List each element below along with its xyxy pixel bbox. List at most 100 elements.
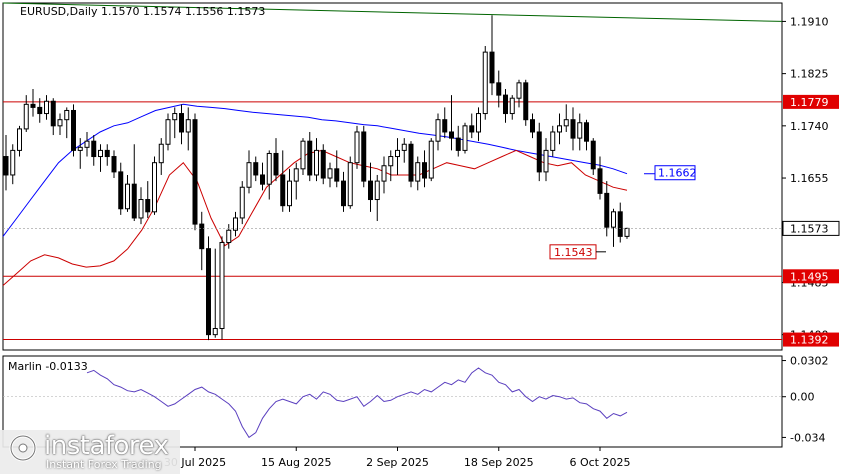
level-label-bg (783, 94, 839, 109)
candle-body (347, 162, 353, 207)
candle-body (462, 125, 468, 151)
candle-body (334, 168, 340, 182)
candle-body (145, 199, 151, 213)
candle-body (226, 229, 232, 244)
candle-body (158, 143, 164, 164)
candle-body (543, 149, 549, 173)
candle-body (611, 211, 616, 228)
candle-body (496, 82, 502, 96)
x-tick-label: 2 Sep 2025 (366, 456, 429, 469)
x-tick-label: 6 Oct 2025 (569, 456, 630, 469)
candle-body (381, 165, 387, 182)
candle-body (327, 168, 333, 179)
low-callout-label: 1.1543 (554, 246, 593, 259)
candle-body (361, 131, 367, 182)
candle-body (165, 119, 171, 145)
main-panel-frame (2, 2, 783, 351)
candle-body (172, 113, 178, 121)
candle-body (91, 140, 97, 158)
candle-body (30, 103, 36, 108)
indicator-y-tick-label: 0.0302 (790, 355, 829, 368)
candle-body (523, 82, 529, 121)
candle-body (233, 217, 238, 231)
ma-callout-box (654, 165, 696, 181)
candle-body (280, 174, 286, 207)
indicator-label: Marlin -0.0133 (8, 360, 88, 373)
level-label: 1.1779 (790, 96, 829, 109)
candle-body (509, 97, 515, 115)
indicator-y-tick-label: 0.00 (790, 391, 815, 404)
candle-body (138, 199, 144, 219)
candle-body (415, 162, 421, 182)
candle-body (624, 227, 630, 237)
ma-slow-line (2, 103, 628, 237)
candle-body (388, 156, 394, 167)
candle-body (550, 131, 556, 151)
indicator-y-tick-label: -0.034 (790, 431, 825, 444)
candle-body (341, 180, 346, 207)
current-price-label-bg (782, 220, 840, 236)
candle-body (617, 211, 623, 237)
candle-body (212, 328, 218, 336)
candle-body (449, 131, 454, 139)
candle-body (71, 109, 76, 151)
candle-body (287, 180, 292, 207)
candle-body (206, 248, 211, 336)
candle-body (3, 156, 9, 176)
candle-body (57, 119, 63, 127)
candle-body (185, 119, 191, 133)
candle-body (536, 131, 542, 173)
candle-body (199, 223, 205, 250)
candle-body (597, 168, 603, 194)
candle-body (300, 140, 306, 170)
candle-body (557, 125, 562, 133)
candle-body (395, 149, 400, 158)
candle-body (266, 152, 272, 185)
marlin-line (86, 367, 628, 439)
candle-body (469, 125, 475, 133)
candle-body (590, 140, 596, 170)
candle-body (563, 119, 569, 127)
candle-body (17, 128, 22, 151)
candle-body (179, 113, 184, 133)
candle-body (131, 183, 137, 219)
ma-callout-label: 1.1662 (658, 167, 697, 180)
ma-long-line (2, 2, 783, 22)
candle-body (260, 174, 265, 185)
candle-body (516, 82, 522, 99)
level-label: 1.1392 (790, 334, 829, 347)
candle-body (476, 113, 481, 133)
candle-body (98, 149, 103, 158)
y-tick-label: 1.1825 (790, 68, 829, 81)
candle-body (368, 180, 373, 201)
level-label-bg (783, 332, 839, 347)
candle-body (37, 106, 43, 115)
watermark-tagline: Instant Forex Trading (46, 458, 162, 471)
candle-body (408, 143, 414, 182)
candle-body (604, 192, 610, 228)
candle-body (570, 119, 576, 139)
candle-body (422, 162, 427, 179)
candle-body (104, 149, 110, 158)
candle-body (577, 122, 583, 139)
candle-body (77, 146, 83, 151)
candle-body (23, 103, 29, 130)
candle-body (84, 140, 90, 148)
candle-body (584, 122, 589, 142)
candle-body (111, 156, 117, 173)
candle-body (10, 149, 16, 176)
candle-body (50, 100, 56, 127)
candle-body (118, 171, 124, 210)
candle-body (489, 51, 495, 84)
candle-body (239, 186, 245, 219)
candle-body (246, 162, 252, 188)
symbol-header: EURUSD,Daily 1.1570 1.1574 1.1556 1.1573 (20, 5, 266, 18)
candle-body (435, 119, 441, 142)
watermark: instaforex Instant Forex Trading (0, 430, 180, 474)
y-tick-label: 1.1740 (790, 120, 829, 133)
candle-body (503, 94, 508, 115)
indicator-panel-frame (2, 355, 783, 448)
candle-body (428, 140, 434, 179)
candle-body (219, 242, 225, 330)
